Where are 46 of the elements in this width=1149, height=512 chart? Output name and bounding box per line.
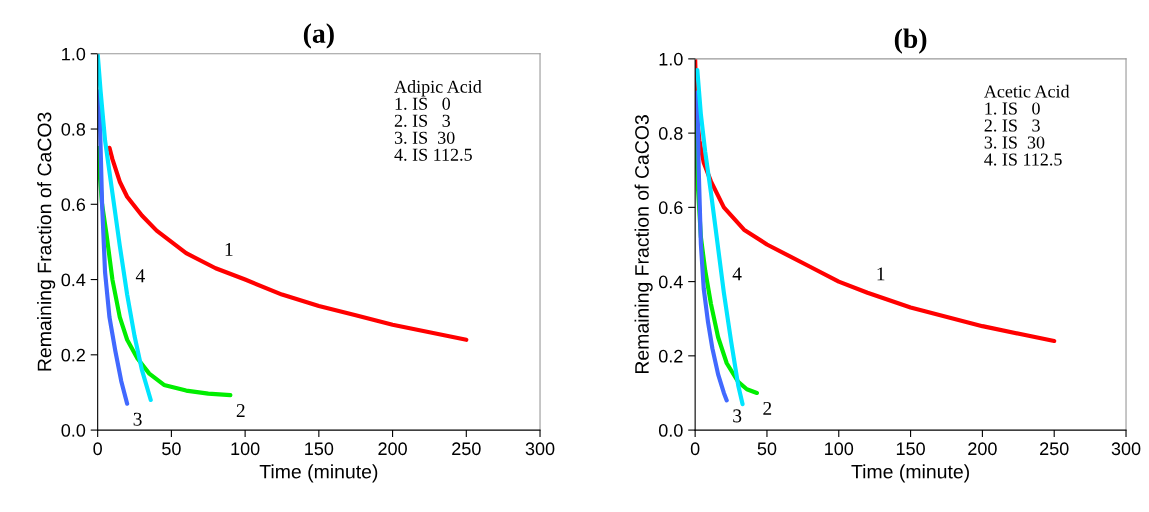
x-tick-label: 250 [1040,442,1069,456]
x-tick-label: 100 [231,442,260,456]
x-tick-label: 250 [452,442,481,456]
annotation: 1 [225,242,233,256]
annotation: 3 [133,412,142,426]
x-tick-label: 200 [968,442,997,456]
line-series [97,89,130,406]
annotation: 2 [236,404,245,417]
annotation: 3 [733,409,742,423]
x-tick-label: 50 [757,442,777,456]
y-tick-label: 0.6 [61,198,86,212]
annotation: 2 [763,401,772,415]
y-axis-title: Remaining Fraction of CaCO3 [634,115,653,374]
y-tick-label: 0.2 [658,349,683,363]
x-tick-label: 300 [525,442,555,456]
x-tick-label: 0 [93,442,102,456]
x-tick-label: 50 [162,442,181,456]
x-axis-title: Time (minute) [851,464,969,483]
y-tick-label: 0.4 [658,275,683,289]
x-tick-label: 150 [305,442,334,456]
y-tick-label: 0.0 [658,424,683,437]
annotation: Acetic Acid 1. IS 0 2. IS 3 3. IS 30 4. IS 112.5 [984,84,1070,166]
x-tick-label: 150 [896,442,925,456]
y-tick-label: 0.6 [658,201,683,215]
x-axis-title: Time (minute) [259,464,378,483]
x-tick-label: 300 [1111,442,1141,456]
y-tick-label: 0.2 [61,348,85,362]
y-axis-title: Remaining Fraction of CaCO3 [37,112,56,371]
y-tick-label: 0.0 [61,424,86,437]
line-series [97,53,153,403]
chart-title: (b) [894,28,927,54]
x-tick-label: 100 [825,442,854,456]
annotation: 4 [732,267,742,281]
chart-title: (a) [303,23,334,49]
y-tick-label: 0.8 [658,127,683,140]
y-tick-label: 0.4 [61,273,86,287]
y-tick-label: 0.8 [61,122,86,136]
x-tick-label: 0 [690,442,700,456]
annotation: 4 [135,269,145,283]
line-series [695,67,745,407]
y-tick-label: 1.0 [659,52,683,66]
y-tick-label: 1.0 [62,47,86,61]
annotation: 1 [877,267,885,281]
line-series [695,90,729,403]
x-tick-label: 200 [378,442,407,456]
annotation: Adipic Acid 1. IS 0 2. IS 3 3. IS 30 4. IS 112.5 [394,80,482,161]
